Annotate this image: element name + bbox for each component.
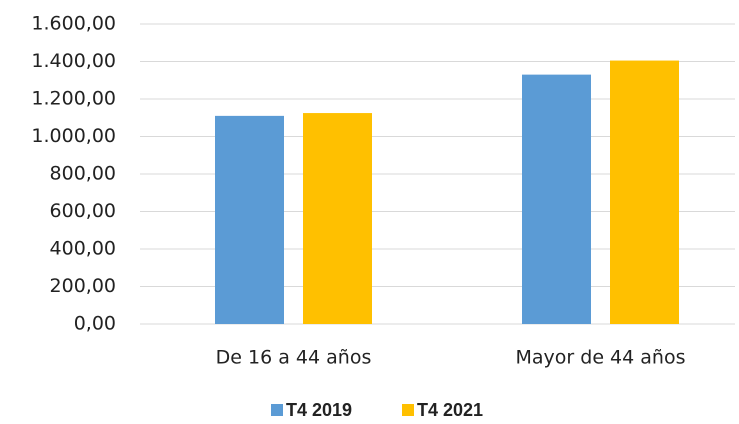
bar: [610, 60, 679, 324]
y-tick-label: 1.600,00: [31, 13, 116, 35]
legend-label: T4 2019: [286, 400, 352, 420]
y-tick-label: 0,00: [74, 313, 116, 335]
y-tick-label: 400,00: [50, 238, 116, 260]
x-tick-label: Mayor de 44 años: [516, 347, 686, 369]
y-tick-label: 800,00: [50, 163, 116, 185]
y-tick-label: 600,00: [50, 200, 116, 222]
legend-label: T4 2021: [417, 400, 483, 420]
bar: [215, 115, 284, 324]
y-tick-label: 1.200,00: [31, 88, 116, 110]
y-tick-label: 1.000,00: [31, 125, 116, 147]
bar: [303, 113, 372, 324]
x-tick-label: De 16 a 44 años: [216, 347, 372, 369]
bar: [522, 74, 591, 324]
legend-swatch: [402, 404, 414, 416]
y-tick-label: 200,00: [50, 275, 116, 297]
legend-swatch: [271, 404, 283, 416]
y-tick-label: 1.400,00: [31, 50, 116, 72]
